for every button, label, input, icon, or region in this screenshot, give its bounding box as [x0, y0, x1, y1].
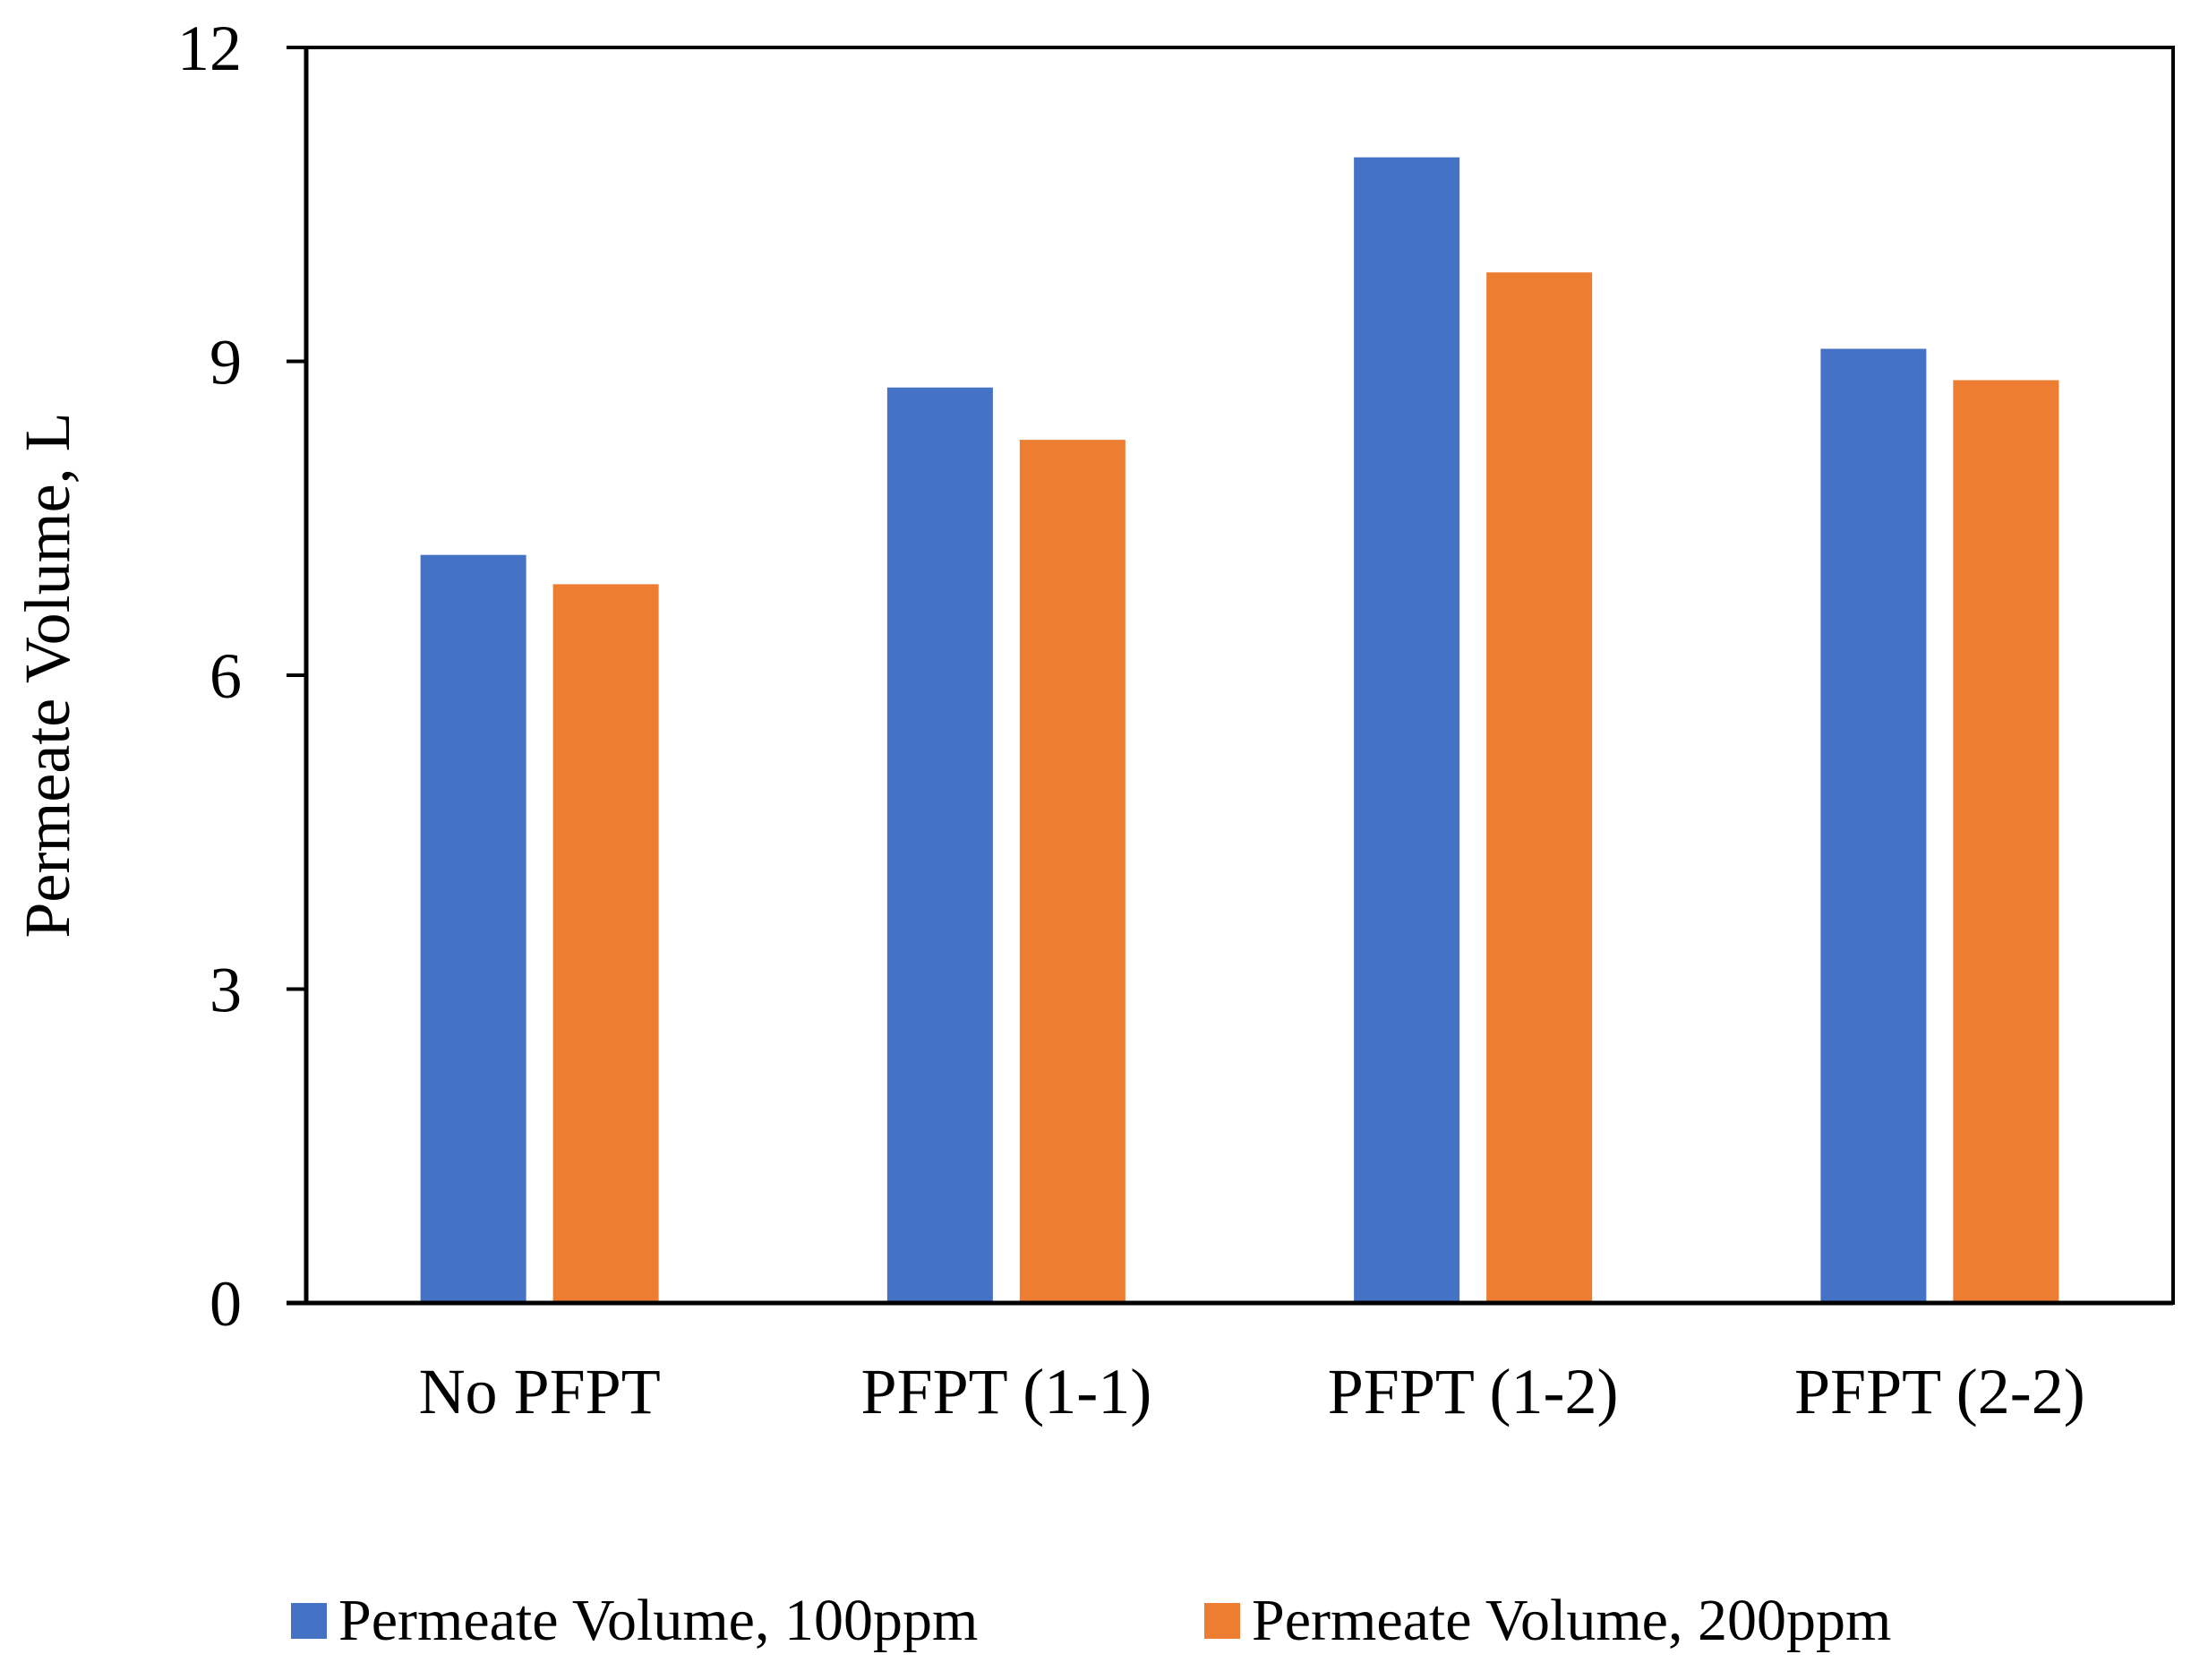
bar-100ppm-4: [1820, 348, 1927, 1304]
y-tick-label: 3: [210, 955, 242, 1026]
legend: Permeate Volume, 100ppm Permeate Volume, …: [291, 1588, 1891, 1653]
legend-swatch: [291, 1603, 327, 1639]
bar-200ppm-3: [1486, 272, 1593, 1304]
bar-100ppm-2: [886, 387, 993, 1303]
bars-group: [420, 157, 2059, 1304]
x-category-label: PFPT (1-2): [1328, 1356, 1619, 1427]
bar-100ppm-3: [1354, 157, 1460, 1303]
y-tick-label: 6: [210, 640, 242, 712]
bar-100ppm-1: [420, 554, 526, 1303]
y-tick-label: 12: [177, 13, 242, 84]
y-axis-title: Permeate Volume, L: [12, 412, 83, 938]
legend-label: Permeate Volume, 100ppm: [338, 1588, 978, 1653]
y-tick-label: 9: [210, 327, 242, 399]
x-category-label: PFPT (2-2): [1794, 1356, 2085, 1427]
bar-200ppm-2: [1019, 440, 1125, 1303]
y-tick-label: 0: [210, 1268, 242, 1340]
y-axis-ticks: 0 3 6 9 12: [177, 13, 306, 1340]
bar-200ppm-1: [552, 584, 659, 1303]
bar-200ppm-4: [1953, 380, 2059, 1303]
x-axis-labels: No PFPT PFPT (1-1) PFPT (1-2) PFPT (2-2): [419, 1356, 2085, 1427]
x-category-label: No PFPT: [419, 1356, 661, 1427]
legend-label: Permeate Volume, 200ppm: [1252, 1588, 1891, 1653]
x-category-label: PFPT (1-1): [861, 1356, 1152, 1427]
legend-swatch: [1204, 1603, 1240, 1639]
